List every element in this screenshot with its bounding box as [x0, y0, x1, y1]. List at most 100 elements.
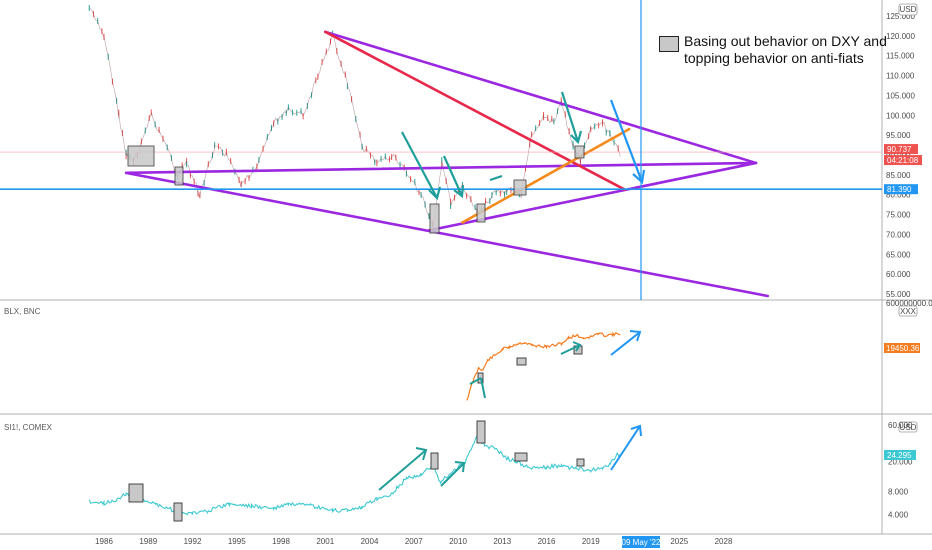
dxy-ytick-label: 125.000: [886, 12, 915, 21]
teal-arrow-mid-1: [469, 377, 482, 385]
currency-badge-bot: [898, 421, 918, 433]
blue-arrow-bot: [610, 425, 641, 471]
blx-series: [466, 331, 621, 401]
basing-box-bot: [128, 483, 144, 503]
xaxis-tick-label: 2007: [405, 537, 423, 546]
si-ytick-label: 8.000: [888, 488, 909, 497]
teal-arrow-mid-3: [560, 344, 581, 355]
date-marker-badge: [622, 536, 660, 548]
currency-label-mid: XXX: [900, 307, 917, 316]
teal-arrow-bot-2: [440, 462, 465, 487]
xaxis-tick-label: 1992: [184, 537, 202, 546]
si-ytick-label: 60.000: [888, 421, 913, 430]
annotation-text: Basing out behavior on DXY and topping b…: [684, 33, 914, 67]
si-ytick-label: 20.000: [888, 457, 913, 466]
xaxis-tick-label: 2010: [449, 537, 467, 546]
dxy-countdown-value: 04:21:08: [887, 156, 919, 165]
dxy-countdown-badge: [884, 155, 922, 166]
dxy-ytick-label: 60.000: [886, 270, 911, 279]
basing-box: [174, 166, 184, 186]
dxy-ytick-label: 85.000: [886, 171, 911, 180]
xaxis-tick-label: 2016: [538, 537, 556, 546]
basing-box-mid: [516, 357, 527, 366]
si-panel-label: SI1!, COMEX: [4, 423, 53, 432]
dxy-ytick-label: 95.000: [886, 131, 911, 140]
dxy-ytick-label: 115.000: [886, 52, 915, 61]
dxy-ytick-label: 70.000: [886, 230, 911, 239]
xaxis-tick-label: 2028: [715, 537, 733, 546]
si-last-value: 24.295: [887, 451, 912, 460]
si-last-badge: [884, 449, 916, 460]
basing-box-bot: [514, 452, 528, 462]
annotation-line-1: Basing out behavior on DXY and: [684, 33, 887, 49]
blx-top-value: 600000000.00: [886, 299, 932, 308]
currency-badge-top: [898, 3, 918, 16]
teal-arrow-down-3: [560, 91, 580, 143]
trendline-bottom-channel: [124, 171, 770, 298]
basing-box-bot: [576, 458, 585, 467]
arrow-head: [428, 186, 442, 201]
annotation-line-2: topping behavior on anti-fiats: [684, 50, 864, 66]
dxy-ytick-label: 120.000: [886, 32, 915, 41]
currency-label-bot: USD: [900, 423, 917, 432]
dxy-ytick-label: 55.000: [886, 290, 911, 299]
dxy-ytick-label: 105.000: [886, 91, 915, 100]
trendline-orange-uptrend: [461, 127, 631, 224]
support-value: 81.390: [887, 185, 912, 194]
arrow-head: [630, 424, 642, 437]
xaxis-tick-label: 2001: [316, 537, 334, 546]
xaxis-tick-label: 1989: [139, 537, 157, 546]
trendline-upper-wedge: [323, 30, 758, 165]
trendline-lower-support: [124, 161, 758, 175]
si-series: [88, 433, 621, 519]
basing-box: [574, 145, 585, 159]
basing-box: [513, 179, 527, 196]
xaxis-tick-label: 1986: [95, 537, 113, 546]
teal-arrow-bot-1: [378, 449, 427, 491]
dxy-ytick-label: 75.000: [886, 211, 911, 220]
xaxis-tick-label: 2013: [493, 537, 511, 546]
xaxis-tick-label: 1995: [228, 537, 246, 546]
basing-box-bot: [173, 502, 183, 522]
blx-last-badge: [884, 343, 920, 353]
date-marker-label: 09 May '22: [622, 538, 661, 547]
currency-label-top: USD: [900, 5, 917, 14]
blx-last-value: 19450.36: [886, 344, 920, 353]
dxy-ytick-label: 80.000: [886, 191, 911, 200]
xaxis-tick-label: 2004: [361, 537, 379, 546]
blue-arrow-down: [609, 99, 644, 183]
dxy-ytick-label: 110.000: [886, 72, 915, 81]
teal-arrow-down-1: [401, 131, 438, 199]
dxy-last-value: 90.737: [887, 145, 912, 154]
arrow-head: [454, 461, 466, 473]
trendline-red-downtrend: [323, 30, 626, 191]
currency-badge-mid: [898, 305, 918, 317]
basing-box: [127, 145, 155, 167]
arrow-head: [570, 130, 583, 145]
xaxis-tick-label: 1998: [272, 537, 290, 546]
arrow-head: [572, 341, 582, 352]
basing-box: [476, 203, 486, 223]
basing-box-bot: [430, 452, 439, 470]
arrow-head: [415, 447, 428, 461]
xaxis-tick-label: 2019: [582, 537, 600, 546]
dxy-last-badge: [884, 144, 918, 155]
dxy-ytick-label: 100.000: [886, 111, 915, 120]
support-badge: [884, 184, 918, 195]
blx-panel-label: BLX, BNC: [4, 307, 41, 316]
arrow-head: [632, 169, 646, 185]
teal-arrow-mid-2: [480, 377, 486, 399]
dxy-ytick-label: 65.000: [886, 250, 911, 259]
arrow-head: [453, 184, 465, 199]
annotation-legend-box: [659, 36, 679, 52]
si-ytick-label: 4.000: [888, 511, 909, 520]
teal-arrow-small: [489, 174, 503, 182]
blue-arrow-mid: [610, 331, 641, 356]
basing-box: [429, 203, 440, 234]
xaxis-tick-label: 2025: [670, 537, 688, 546]
teal-arrow-down-2: [442, 155, 464, 197]
arrow-head: [629, 330, 642, 342]
basing-box-bot: [476, 420, 486, 444]
